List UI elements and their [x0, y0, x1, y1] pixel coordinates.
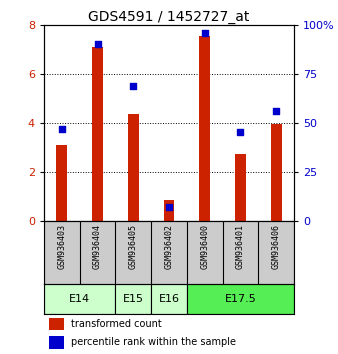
Point: [95, 42, 100, 47]
Text: GSM936402: GSM936402: [165, 224, 173, 269]
Text: GSM936400: GSM936400: [200, 224, 209, 269]
Bar: [271, 124, 282, 221]
Bar: [56, 145, 67, 221]
Point: [273, 108, 279, 114]
Bar: [199, 36, 210, 221]
Text: GSM936405: GSM936405: [129, 224, 138, 269]
Point: [130, 83, 136, 89]
Point: [238, 129, 243, 135]
Text: E16: E16: [159, 294, 179, 304]
Bar: [49, 336, 64, 349]
Text: percentile rank within the sample: percentile rank within the sample: [71, 337, 237, 347]
Bar: [92, 47, 103, 221]
Text: GSM936406: GSM936406: [272, 224, 281, 269]
Point: [166, 204, 172, 210]
Text: GSM936404: GSM936404: [93, 224, 102, 269]
Bar: [164, 200, 174, 221]
Bar: [49, 318, 64, 330]
Bar: [151, 285, 187, 314]
Text: E14: E14: [69, 294, 90, 304]
Text: GSM936403: GSM936403: [57, 224, 66, 269]
Bar: [128, 114, 139, 221]
Text: E15: E15: [123, 294, 144, 304]
Point: [59, 126, 65, 132]
Text: E17.5: E17.5: [224, 294, 256, 304]
Text: transformed count: transformed count: [71, 319, 162, 329]
Title: GDS4591 / 1452727_at: GDS4591 / 1452727_at: [88, 10, 250, 24]
Bar: [187, 285, 294, 314]
Text: GSM936401: GSM936401: [236, 224, 245, 269]
Bar: [235, 154, 246, 221]
Point: [202, 30, 208, 36]
Bar: [44, 285, 115, 314]
Bar: [115, 285, 151, 314]
